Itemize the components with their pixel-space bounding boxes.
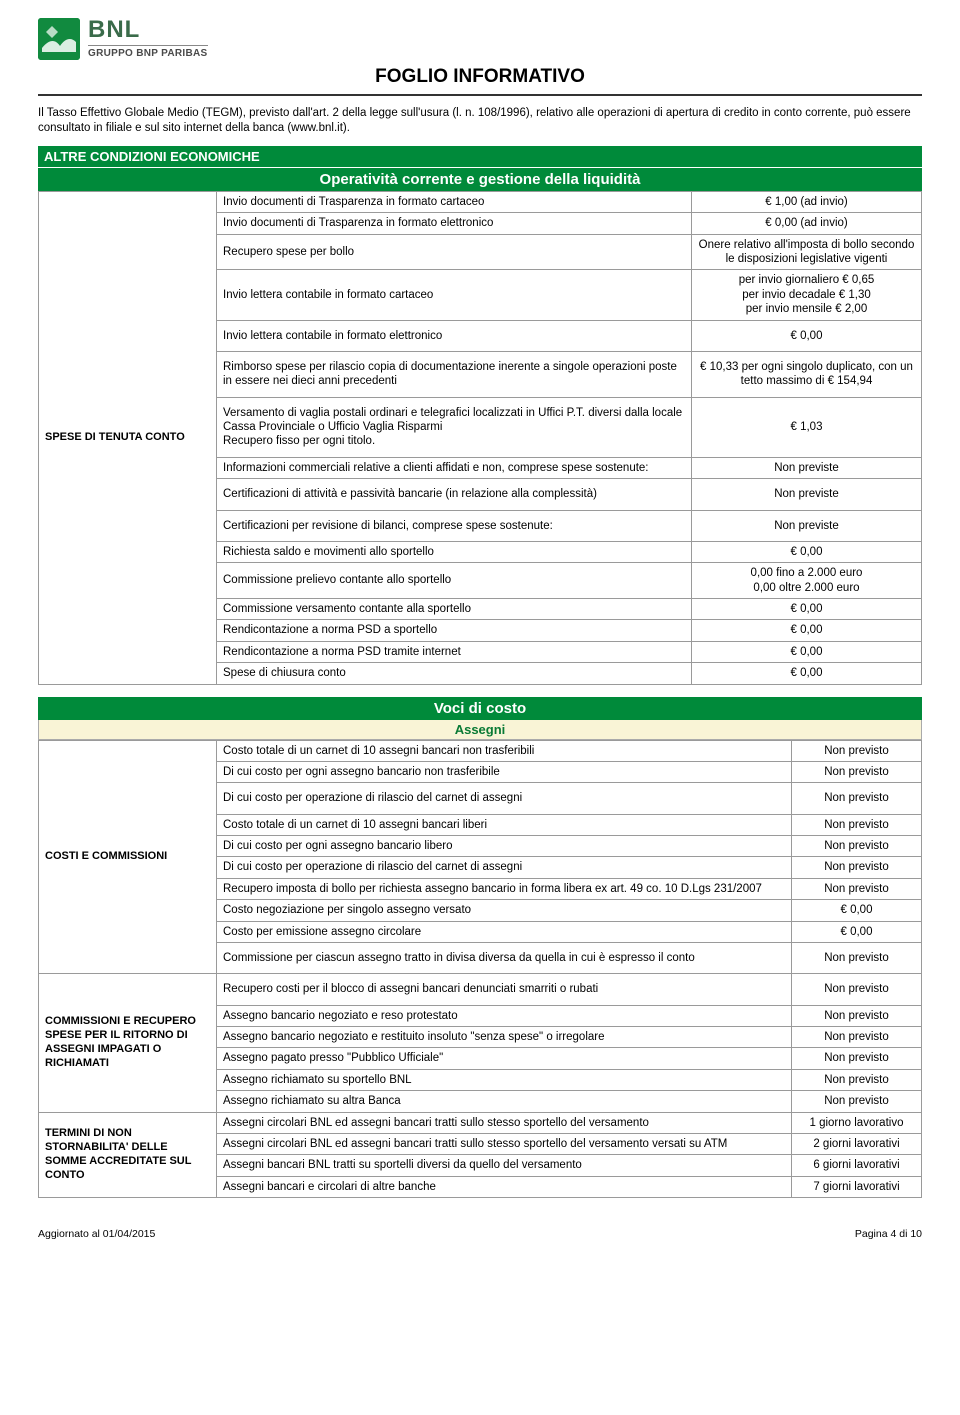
row-value: 6 giorni lavorativi	[792, 1155, 922, 1176]
row-desc: Costo per emissione assegno circolare	[217, 921, 792, 942]
row-value: Non previsto	[792, 1005, 922, 1026]
row-value: € 0,00	[692, 620, 922, 641]
row-desc: Assegno richiamato su altra Banca	[217, 1091, 792, 1112]
row-desc: Certificazioni di attività e passività b…	[217, 479, 692, 510]
section-subheader-2: Assegni	[38, 720, 922, 740]
assegni-table: COSTI E COMMISSIONICosto totale di un ca…	[38, 740, 922, 1199]
title-divider	[38, 94, 922, 96]
row-label: TERMINI DI NON STORNABILITA' DELLE SOMME…	[39, 1112, 217, 1198]
row-desc: Assegni bancari BNL tratti su sportelli …	[217, 1155, 792, 1176]
row-desc: Rimborso spese per rilascio copia di doc…	[217, 351, 692, 397]
row-value: Non previsto	[792, 974, 922, 1005]
row-desc: Commissione prelievo contante allo sport…	[217, 563, 692, 599]
row-desc: Di cui costo per operazione di rilascio …	[217, 857, 792, 878]
row-desc: Assegno bancario negoziato e restituito …	[217, 1027, 792, 1048]
row-desc: Di cui costo per operazione di rilascio …	[217, 783, 792, 814]
logo-icon	[38, 18, 80, 60]
section-header-1: ALTRE CONDIZIONI ECONOMICHE	[38, 146, 922, 167]
row-desc: Assegno richiamato su sportello BNL	[217, 1069, 792, 1090]
row-value: Non previsto	[792, 1048, 922, 1069]
row-label: COSTI E COMMISSIONI	[39, 740, 217, 974]
row-value: Non previsto	[792, 740, 922, 761]
row-desc: Costo negoziazione per singolo assegno v…	[217, 900, 792, 921]
row-value: 1 giorno lavorativo	[792, 1112, 922, 1133]
row-desc: Di cui costo per ogni assegno bancario l…	[217, 836, 792, 857]
page-title: FOGLIO INFORMATIVO	[38, 66, 922, 88]
row-desc: Versamento di vaglia postali ordinari e …	[217, 397, 692, 457]
row-value: Non previste	[692, 510, 922, 541]
row-value: € 1,03	[692, 397, 922, 457]
row-value: Non previsto	[792, 942, 922, 973]
row-value: Non previsto	[792, 836, 922, 857]
row-desc: Assegno bancario negoziato e reso protes…	[217, 1005, 792, 1026]
logo-text: BNL	[88, 18, 208, 42]
row-desc: Invio documenti di Trasparenza in format…	[217, 191, 692, 212]
row-desc: Rendicontazione a norma PSD tramite inte…	[217, 641, 692, 662]
row-desc: Invio lettera contabile in formato carta…	[217, 270, 692, 320]
row-desc: Invio documenti di Trasparenza in format…	[217, 213, 692, 234]
row-value: € 0,00	[792, 921, 922, 942]
row-desc: Spese di chiusura conto	[217, 663, 692, 684]
row-desc: Commissione versamento contante alla spo…	[217, 599, 692, 620]
row-desc: Assegni circolari BNL ed assegni bancari…	[217, 1133, 792, 1154]
row-value: Non previsto	[792, 857, 922, 878]
row-desc: Informazioni commerciali relative a clie…	[217, 457, 692, 478]
row-value: 2 giorni lavorativi	[792, 1133, 922, 1154]
intro-paragraph: Il Tasso Effettivo Globale Medio (TEGM),…	[38, 106, 922, 136]
section-header-2: Voci di costo	[38, 697, 922, 720]
row-value: Non previsto	[792, 878, 922, 899]
section-subheader-1: Operatività corrente e gestione della li…	[38, 167, 922, 191]
row-value: Non previste	[692, 479, 922, 510]
row-value: Non previsto	[792, 761, 922, 782]
row-value: € 1,00 (ad invio)	[692, 191, 922, 212]
row-value: € 0,00	[692, 641, 922, 662]
row-desc: Di cui costo per ogni assegno bancario n…	[217, 761, 792, 782]
row-value: € 10,33 per ogni singolo duplicato, con …	[692, 351, 922, 397]
footer-page-number: Pagina 4 di 10	[855, 1228, 922, 1240]
row-desc: Assegno pagato presso "Pubblico Ufficial…	[217, 1048, 792, 1069]
row-value: 7 giorni lavorativi	[792, 1176, 922, 1197]
row-desc: Commissione per ciascun assegno tratto i…	[217, 942, 792, 973]
row-desc: Assegni circolari BNL ed assegni bancari…	[217, 1112, 792, 1133]
row-value: 0,00 fino a 2.000 euro 0,00 oltre 2.000 …	[692, 563, 922, 599]
row-value: € 0,00	[692, 663, 922, 684]
row-desc: Recupero costi per il blocco di assegni …	[217, 974, 792, 1005]
row-value: Onere relativo all'imposta di bollo seco…	[692, 234, 922, 270]
row-desc: Recupero imposta di bollo per richiesta …	[217, 878, 792, 899]
row-value: € 0,00	[692, 541, 922, 562]
row-value: per invio giornaliero € 0,65 per invio d…	[692, 270, 922, 320]
row-desc: Certificazioni per revisione di bilanci,…	[217, 510, 692, 541]
row-value: Non previsto	[792, 1027, 922, 1048]
row-value: € 0,00	[692, 599, 922, 620]
row-desc: Costo totale di un carnet di 10 assegni …	[217, 814, 792, 835]
row-value: Non previsto	[792, 1091, 922, 1112]
spese-tenuta-conto-table: SPESE DI TENUTA CONTOInvio documenti di …	[38, 191, 922, 685]
row-value: Non previste	[692, 457, 922, 478]
row-desc: Richiesta saldo e movimenti allo sportel…	[217, 541, 692, 562]
row-value: Non previsto	[792, 783, 922, 814]
row-desc: Assegni bancari e circolari di altre ban…	[217, 1176, 792, 1197]
row-desc: Costo totale di un carnet di 10 assegni …	[217, 740, 792, 761]
row-desc: Rendicontazione a norma PSD a sportello	[217, 620, 692, 641]
row-value: Non previsto	[792, 1069, 922, 1090]
row-value: € 0,00 (ad invio)	[692, 213, 922, 234]
row-value: Non previsto	[792, 814, 922, 835]
row-label: SPESE DI TENUTA CONTO	[39, 191, 217, 684]
footer-updated: Aggiornato al 01/04/2015	[38, 1228, 155, 1240]
row-value: € 0,00	[792, 900, 922, 921]
row-label: COMMISSIONI E RECUPERO SPESE PER IL RITO…	[39, 974, 217, 1112]
logo: BNL GRUPPO BNP PARIBAS	[38, 18, 922, 60]
row-desc: Invio lettera contabile in formato elett…	[217, 320, 692, 351]
row-value: € 0,00	[692, 320, 922, 351]
row-desc: Recupero spese per bollo	[217, 234, 692, 270]
logo-subtext: GRUPPO BNP PARIBAS	[88, 45, 208, 59]
